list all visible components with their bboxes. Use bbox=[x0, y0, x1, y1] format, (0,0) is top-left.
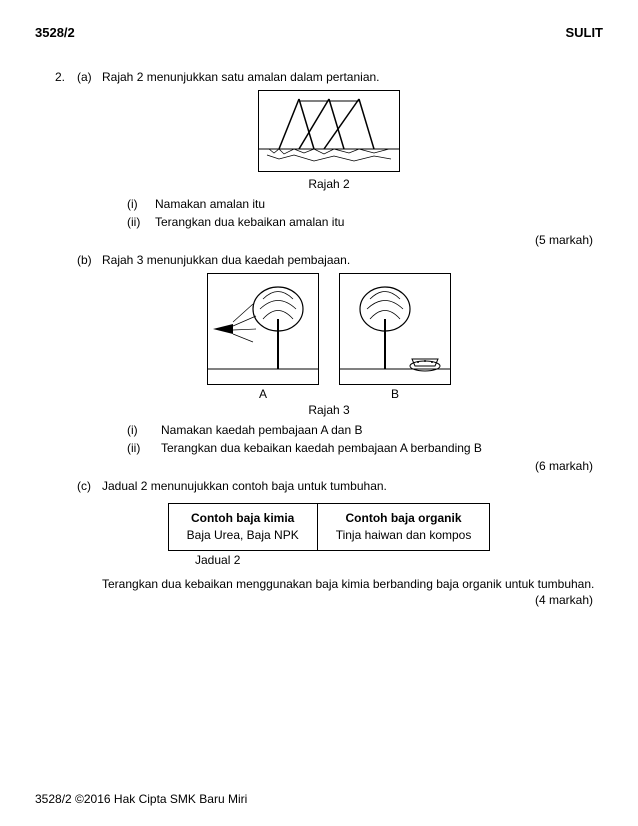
jadual-2-wrap: Contoh baja kimia Baja Urea, Baja NPK Co… bbox=[55, 497, 603, 553]
figure-rajah-2 bbox=[55, 90, 603, 175]
item-a-i: (i) Namakan amalan itu bbox=[127, 197, 603, 211]
part-b-text: Rajah 3 menunjukkan dua kaedah pembajaan… bbox=[102, 253, 603, 267]
stakes-diagram-icon bbox=[259, 91, 399, 171]
marks-a: (5 markah) bbox=[55, 233, 603, 247]
marks-b: (6 markah) bbox=[55, 459, 603, 473]
part-letter-a: (a) bbox=[77, 70, 102, 84]
jadual-col-1: Contoh baja kimia Baja Urea, Baja NPK bbox=[169, 504, 317, 550]
item-b-i-text: Namakan kaedah pembajaan A dan B bbox=[161, 423, 603, 437]
part-b-subitems: (i) Namakan kaedah pembajaan A dan B (ii… bbox=[55, 423, 603, 455]
rajah-2-caption: Rajah 2 bbox=[55, 177, 603, 191]
roman-ii: (ii) bbox=[127, 215, 155, 229]
col1-header: Contoh baja kimia bbox=[187, 510, 299, 527]
item-a-ii: (ii) Terangkan dua kebaikan amalan itu bbox=[127, 215, 603, 229]
item-b-ii: (ii) Terangkan dua kebaikan kaedah pemba… bbox=[127, 441, 603, 455]
part-letter-b: (b) bbox=[77, 253, 102, 267]
question-2b: (b) Rajah 3 menunjukkan dua kaedah pemba… bbox=[55, 253, 603, 267]
page-header: 3528/2 SULIT bbox=[35, 25, 603, 40]
item-b-ii-text: Terangkan dua kebaikan kaedah pembajaan … bbox=[161, 441, 603, 455]
page: 3528/2 SULIT 2. (a) Rajah 2 menunjukkan … bbox=[0, 0, 638, 826]
part-letter-c: (c) bbox=[77, 479, 102, 493]
soil-tree-icon bbox=[340, 274, 450, 384]
label-a: A bbox=[207, 387, 319, 401]
part-a-text: Rajah 2 menunjukkan satu amalan dalam pe… bbox=[102, 70, 603, 84]
header-class: SULIT bbox=[565, 25, 603, 40]
roman-b-i: (i) bbox=[127, 423, 161, 437]
header-code: 3528/2 bbox=[35, 25, 75, 40]
jadual-2-table: Contoh baja kimia Baja Urea, Baja NPK Co… bbox=[168, 503, 491, 551]
rajah-2-image bbox=[258, 90, 400, 172]
page-footer: 3528/2 ©2016 Hak Cipta SMK Baru Miri bbox=[35, 792, 247, 806]
col2-header: Contoh baja organik bbox=[336, 510, 472, 527]
marks-c: (4 markah) bbox=[55, 593, 603, 607]
rajah-3-box-a-wrap: A bbox=[207, 273, 319, 401]
spray-tree-icon bbox=[208, 274, 318, 384]
rajah-3-image-a bbox=[207, 273, 319, 385]
figure-rajah-3: A B bbox=[55, 273, 603, 401]
rajah-3-box-b-wrap: B bbox=[339, 273, 451, 401]
question-number: 2. bbox=[55, 70, 77, 84]
col1-body: Baja Urea, Baja NPK bbox=[187, 527, 299, 544]
label-b: B bbox=[339, 387, 451, 401]
col2-body: Tinja haiwan dan kompos bbox=[336, 527, 472, 544]
jadual-2-caption: Jadual 2 bbox=[55, 553, 603, 567]
part-a-subitems: (i) Namakan amalan itu (ii) Terangkan du… bbox=[55, 197, 603, 229]
roman-b-ii: (ii) bbox=[127, 441, 161, 455]
part-c-text: Jadual 2 menunujukkan contoh baja untuk … bbox=[102, 479, 603, 493]
item-b-i: (i) Namakan kaedah pembajaan A dan B bbox=[127, 423, 603, 437]
question-2c: (c) Jadual 2 menunujukkan contoh baja un… bbox=[55, 479, 603, 493]
rajah-3-caption: Rajah 3 bbox=[55, 403, 603, 417]
jadual-col-2: Contoh baja organik Tinja haiwan dan kom… bbox=[317, 504, 490, 550]
item-a-ii-text: Terangkan dua kebaikan amalan itu bbox=[155, 215, 603, 229]
item-a-i-text: Namakan amalan itu bbox=[155, 197, 603, 211]
roman-i: (i) bbox=[127, 197, 155, 211]
rajah-3-image-b bbox=[339, 273, 451, 385]
content: 2. (a) Rajah 2 menunjukkan satu amalan d… bbox=[35, 70, 603, 607]
part-c-conclusion: Terangkan dua kebaikan menggunakan baja … bbox=[55, 577, 603, 591]
question-2a: 2. (a) Rajah 2 menunjukkan satu amalan d… bbox=[55, 70, 603, 84]
